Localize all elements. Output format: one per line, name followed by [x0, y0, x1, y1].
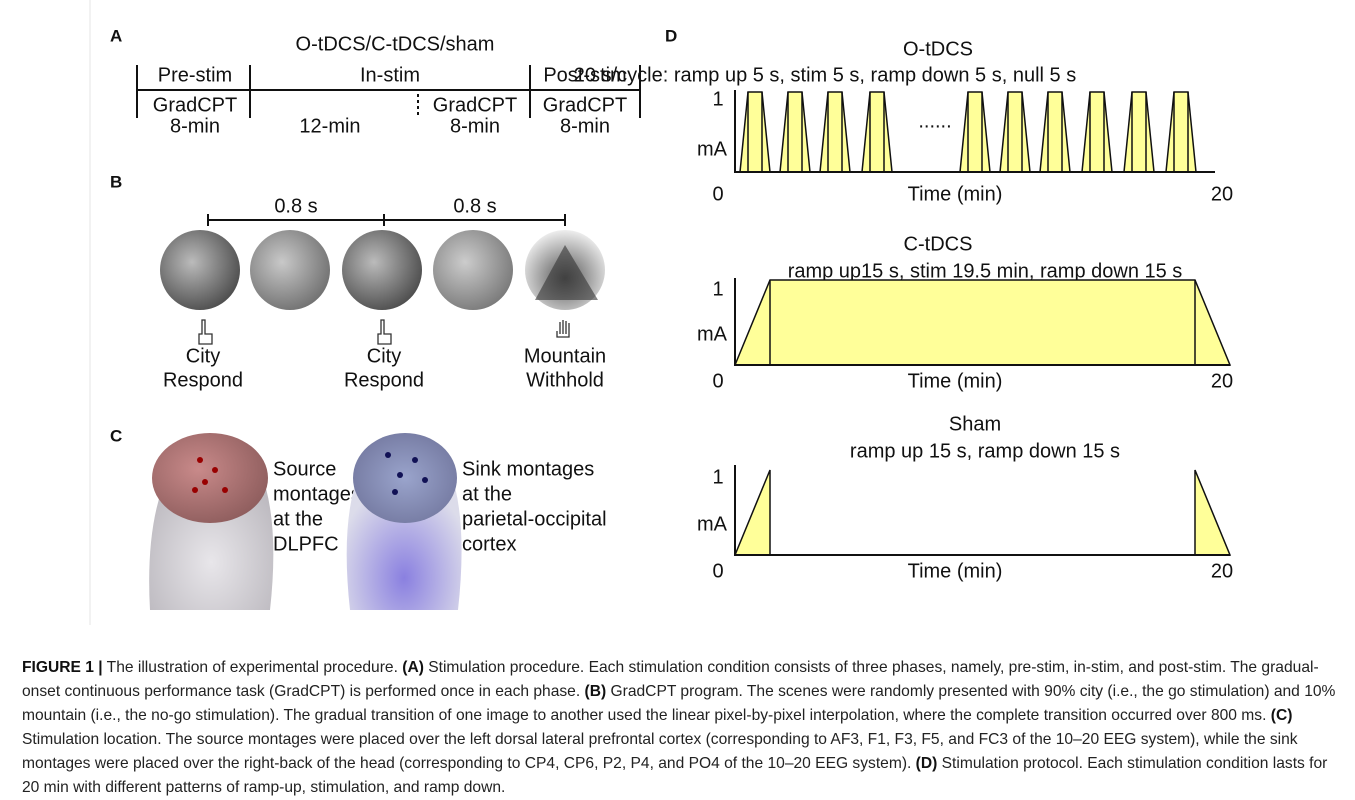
- phase: Pre-stim: [158, 64, 232, 86]
- y-unit: mA: [697, 513, 728, 535]
- sham-waveform: [735, 470, 1230, 555]
- scene: City: [186, 345, 220, 367]
- caption-panel: (C): [1271, 707, 1293, 724]
- scene-images: [160, 230, 605, 310]
- cycle: [1124, 92, 1154, 172]
- x-label: Time (min): [908, 183, 1003, 205]
- constant-waveform: [735, 280, 1230, 365]
- y-unit: mA: [697, 323, 728, 345]
- interval: 0.8 s: [274, 195, 317, 217]
- protocol-description: ramp up15 s, stim 19.5 min, ramp down 15…: [788, 260, 1183, 282]
- x-end: 20: [1211, 370, 1233, 392]
- x-start: 0: [712, 370, 723, 392]
- caption-text: The illustration of experimental procedu…: [103, 659, 403, 676]
- duration: 8-min: [450, 115, 500, 137]
- y-unit: mA: [697, 138, 728, 160]
- head-source: [149, 433, 273, 610]
- panel-label: D: [665, 26, 677, 45]
- cycle: [1166, 92, 1196, 172]
- ellipsis: ......: [918, 110, 951, 132]
- montage-caption: parietal-occipital: [462, 508, 607, 530]
- montage-caption: cortex: [462, 533, 516, 555]
- x-end: 20: [1211, 560, 1233, 582]
- x-label: Time (min): [908, 370, 1003, 392]
- page: A O-tDCS/C-tDCS/sham Pre-stim In-stim Po…: [0, 0, 1355, 800]
- x-end: 20: [1211, 183, 1233, 205]
- y-max: 1: [712, 88, 723, 110]
- cycle: [960, 92, 990, 172]
- phase: In-stim: [360, 64, 420, 86]
- x-start: 0: [712, 560, 723, 582]
- cycle: [1000, 92, 1030, 172]
- hand-icons: [199, 320, 569, 344]
- figure-number: FIGURE 1 |: [22, 659, 103, 676]
- cycle: [1040, 92, 1070, 172]
- head-sink: [347, 433, 462, 610]
- caption-panel: (D): [916, 755, 938, 772]
- oscillating-waveform: [740, 92, 1196, 172]
- montage-caption: Source: [273, 458, 336, 480]
- protocol-description: ramp up 15 s, ramp down 15 s: [850, 440, 1120, 462]
- protocol-name: Sham: [949, 413, 1001, 435]
- scene: City: [367, 345, 401, 367]
- task: GradCPT: [433, 94, 517, 116]
- montage-caption: Sink montages: [462, 458, 594, 480]
- cycle: [1082, 92, 1112, 172]
- task: GradCPT: [543, 94, 627, 116]
- montage-caption: at the: [273, 508, 323, 530]
- figure: A O-tDCS/C-tDCS/sham Pre-stim In-stim Po…: [0, 0, 1355, 650]
- panel-label: A: [110, 26, 122, 45]
- protocol-name: O-tDCS: [903, 38, 973, 60]
- action: Withhold: [526, 369, 604, 391]
- protocol-description: 20 s/cycle: ramp up 5 s, stim 5 s, ramp …: [574, 64, 1076, 86]
- montage-caption: montages: [273, 483, 361, 505]
- duration: 12-min: [299, 115, 360, 137]
- y-max: 1: [712, 466, 723, 488]
- montage-caption: at the: [462, 483, 512, 505]
- x-start: 0: [712, 183, 723, 205]
- figure-caption: FIGURE 1 | The illustration of experimen…: [22, 656, 1337, 800]
- caption-panel: (B): [585, 683, 607, 700]
- task: GradCPT: [153, 94, 237, 116]
- cycle: [780, 92, 810, 172]
- action: Respond: [344, 369, 424, 391]
- panel-label: C: [110, 426, 122, 445]
- caption-panel: (A): [402, 659, 424, 676]
- protocol-name: C-tDCS: [904, 233, 973, 255]
- cycle: [820, 92, 850, 172]
- panel-title: O-tDCS/C-tDCS/sham: [296, 33, 495, 55]
- duration: 8-min: [560, 115, 610, 137]
- x-label: Time (min): [908, 560, 1003, 582]
- panel-label: B: [110, 172, 122, 191]
- y-max: 1: [712, 278, 723, 300]
- montage-caption: DLPFC: [273, 533, 339, 555]
- action: Respond: [163, 369, 243, 391]
- cycle: [740, 92, 770, 172]
- interval: 0.8 s: [453, 195, 496, 217]
- interval-scale: [208, 214, 565, 226]
- cycle: [862, 92, 892, 172]
- scene: Mountain: [524, 345, 606, 367]
- duration: 8-min: [170, 115, 220, 137]
- axes: [735, 465, 1230, 555]
